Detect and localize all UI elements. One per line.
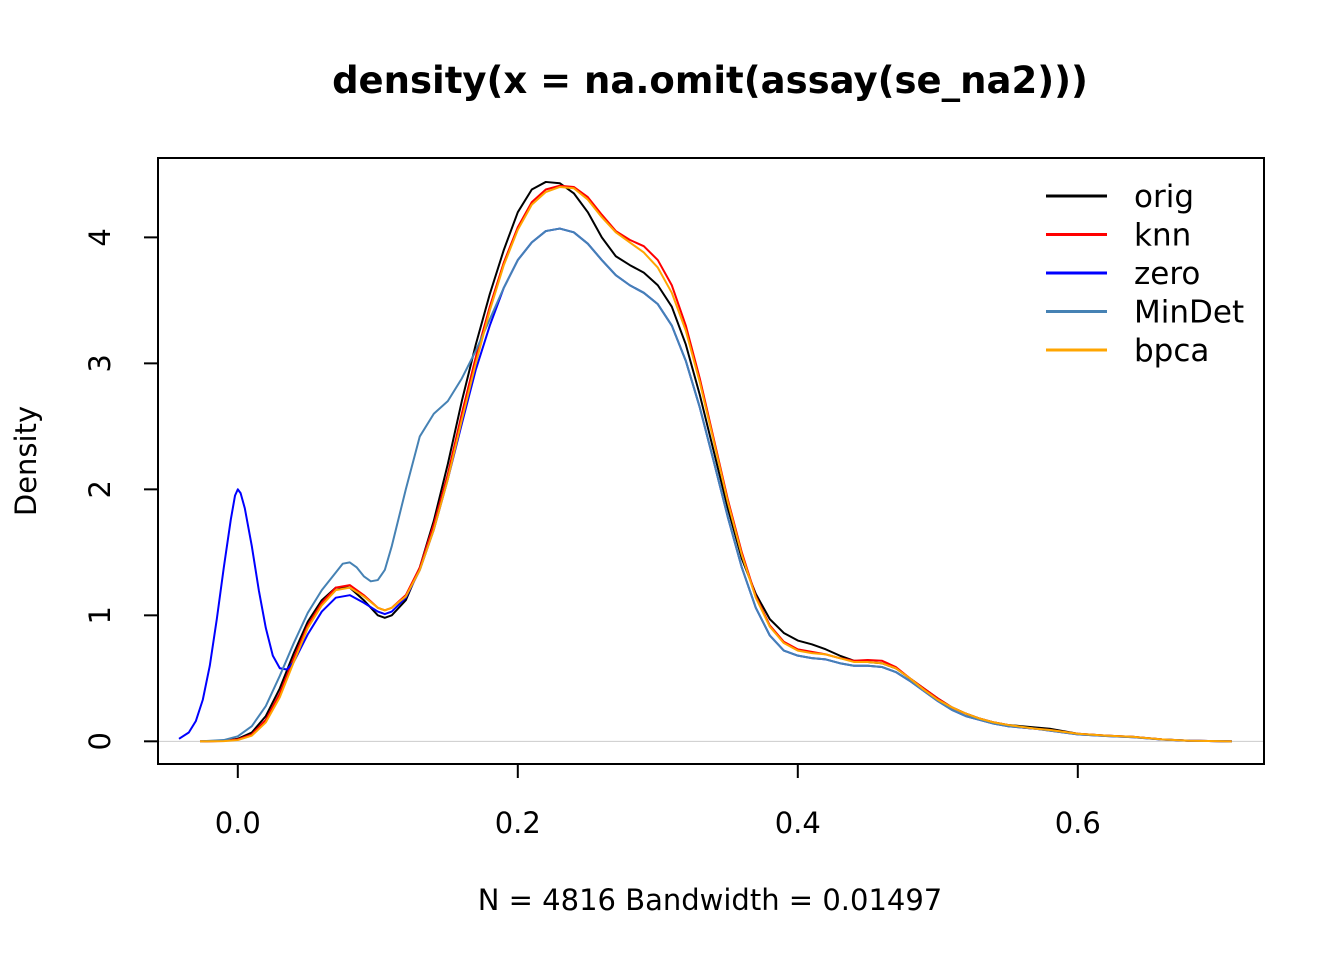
series-lines [178, 180, 1232, 743]
series-line-bpca [199, 185, 1232, 743]
x-tick-label: 0.4 [775, 806, 821, 840]
y-axis-label: Density [9, 406, 43, 516]
y-tick-label: 1 [83, 606, 117, 624]
chart-title: density(x = na.omit(assay(se_na2))) [332, 59, 1088, 102]
series-line-zero [178, 227, 1232, 743]
x-tick-label: 0.6 [1055, 806, 1101, 840]
y-axis: 0 1 2 3 4 [83, 228, 159, 751]
legend-label-bpca: bpca [1134, 333, 1209, 369]
series-line-mindet [199, 227, 1232, 743]
x-axis: 0.0 0.2 0.4 0.6 [215, 763, 1101, 840]
x-tick-label: 0.0 [215, 806, 261, 840]
y-tick-label: 3 [83, 354, 117, 372]
series-line-orig [199, 180, 1232, 743]
y-tick-label: 2 [83, 480, 117, 498]
legend-label-orig: orig [1134, 179, 1194, 215]
legend-label-mindet: MinDet [1134, 295, 1244, 331]
y-tick-label: 4 [83, 228, 117, 246]
legend-label-knn: knn [1134, 218, 1191, 254]
legend-label-zero: zero [1134, 256, 1200, 292]
x-axis-label: N = 4816 Bandwidth = 0.01497 [478, 883, 943, 917]
y-tick-label: 0 [83, 732, 117, 750]
plot-frame [157, 157, 1265, 765]
x-tick-label: 0.2 [495, 806, 541, 840]
